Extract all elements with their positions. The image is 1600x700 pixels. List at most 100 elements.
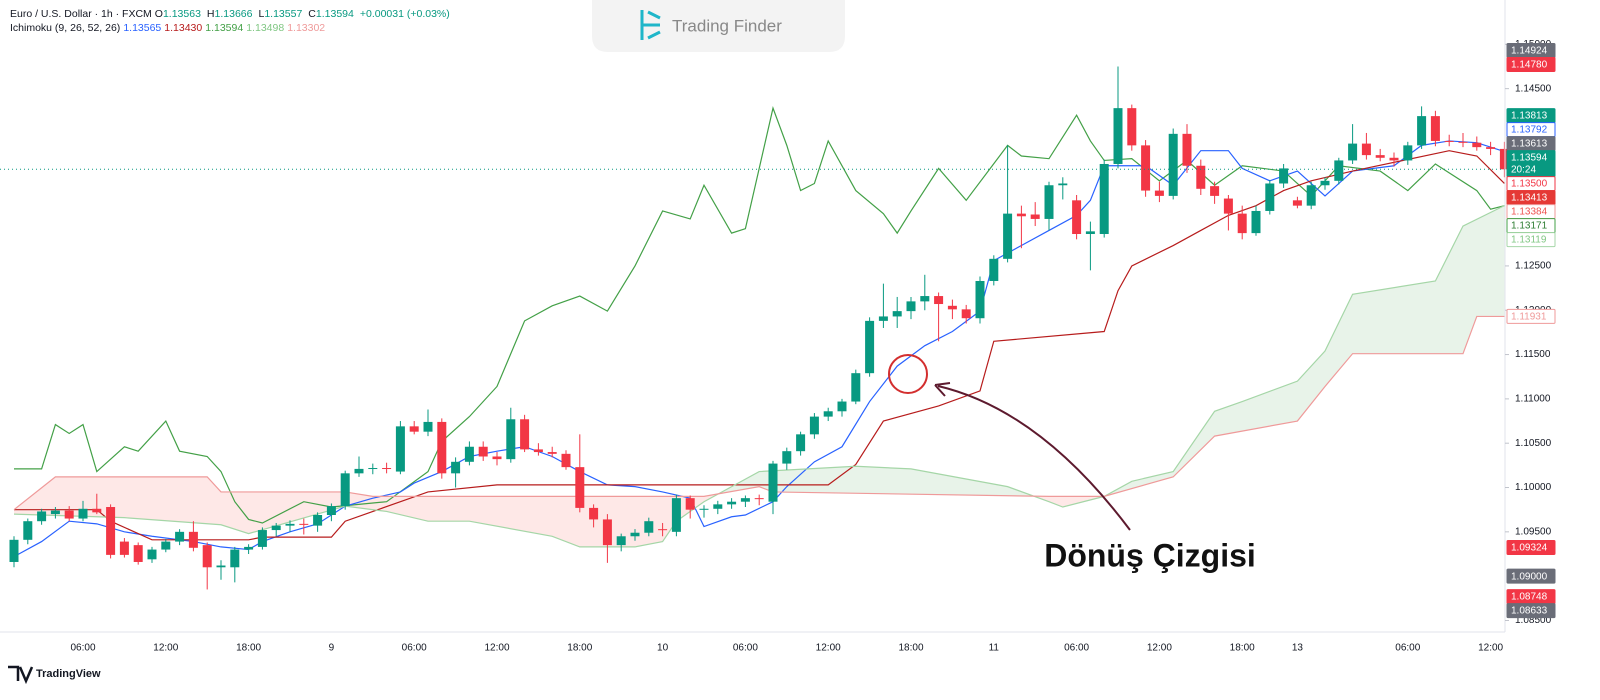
candle-body (768, 463, 778, 502)
candle-body (478, 446, 488, 457)
ohlc-key: L (258, 8, 265, 20)
candle-body (506, 419, 516, 460)
candle-body (1306, 185, 1316, 206)
watermark-text: Trading Finder (672, 16, 782, 35)
logo-mark (640, 10, 661, 40)
x-tick-label: 18:00 (567, 643, 592, 654)
candle-body (244, 546, 254, 550)
price-tag-label: 1.08748 (1511, 592, 1548, 603)
candle-body (147, 549, 157, 560)
candle-body (188, 531, 198, 548)
watermark-logo (640, 10, 661, 40)
price-tag-label: 1.13792 (1511, 125, 1548, 136)
candle-body (106, 507, 116, 555)
candle-body (161, 541, 171, 550)
candle-body (575, 467, 585, 508)
candle-body (644, 521, 654, 533)
ohlc-value: 1.13563 (162, 8, 201, 20)
candle-body (382, 468, 392, 470)
candle-body (1251, 210, 1261, 234)
x-tick-label: 9 (329, 643, 335, 654)
candle-body (616, 536, 626, 546)
ohlc-key: O (154, 8, 163, 20)
candle-body (202, 545, 212, 568)
x-tick-label: 06:00 (402, 643, 427, 654)
footer-logo (8, 665, 34, 685)
candle-body (878, 316, 888, 321)
price-tag (1506, 603, 1556, 619)
candle-body (368, 468, 378, 470)
candle-body (313, 514, 323, 526)
price-tag-label: 1.13500 (1511, 179, 1548, 190)
candle-body (934, 296, 944, 305)
x-tick-label: 06:00 (1064, 643, 1089, 654)
price-tag-label: 1.13813 (1511, 111, 1548, 122)
candle-body (1458, 141, 1468, 143)
candle-body (326, 506, 336, 515)
candle-body (602, 519, 612, 546)
indicator-name: Ichimoku (9, 26, 52, 26) (10, 22, 121, 34)
candle-body (1210, 186, 1220, 196)
candle-body (1279, 168, 1289, 184)
candle-body (1030, 214, 1040, 219)
symbol: Euro / U.S. Dollar · 1h · FXCM (10, 8, 152, 20)
price-tag-layer: 1.14924 1.14780 1.13813 1.13792 1.13613 1.135… (1506, 42, 1556, 619)
x-tick-label: 10 (657, 643, 669, 654)
symbol-line: Euro / U.S. Dollar · 1h · FXCM O1.13563 H1… (10, 7, 453, 21)
price-tag-countdown: 20:24 (1511, 165, 1536, 176)
x-tick-label: 12:00 (484, 643, 509, 654)
highlight-circle (888, 354, 928, 394)
candle-body (685, 498, 695, 510)
x-tick-label: 18:00 (898, 643, 923, 654)
candle-body (271, 525, 281, 531)
candle-body (727, 501, 737, 505)
candle-body (1182, 133, 1192, 166)
x-tick-label: 18:00 (1230, 643, 1255, 654)
candle-body (437, 421, 447, 474)
candle-body (589, 507, 599, 520)
candle-body (533, 449, 543, 453)
candle-body (1292, 200, 1302, 206)
y-tick-label: 1.12500 (1515, 261, 1552, 272)
ohlc-item: O1.13563 (155, 8, 204, 20)
candle-body (947, 305, 957, 310)
price-tag-label: 1.13171 (1511, 221, 1548, 232)
candle-body (1320, 180, 1330, 186)
candle-layer (0, 66, 1509, 590)
indicator-line (14, 106, 1505, 524)
indicator-value: 1.13302 (287, 22, 326, 34)
x-tick-label: 12:00 (1147, 643, 1172, 654)
candle-body (230, 549, 240, 568)
x-tick-label: 12:00 (1478, 643, 1503, 654)
candle-body (920, 296, 930, 302)
candle-body (961, 309, 971, 319)
price-tag-label: 1.09324 (1511, 543, 1548, 554)
ohlc-value: 1.13557 (264, 8, 303, 20)
candle-body (671, 498, 681, 532)
y-tick-label: 1.09500 (1515, 526, 1552, 537)
candle-body (1072, 200, 1082, 235)
candle-body (1099, 163, 1109, 235)
candle-body (906, 301, 916, 312)
candle-body (1127, 108, 1137, 146)
ohlc-item: C1.13594 (308, 8, 357, 20)
candle-body (561, 453, 571, 468)
candle-body (78, 508, 88, 519)
indicator-value: 1.13430 (164, 22, 203, 34)
candle-body (299, 523, 309, 525)
legend-header: Euro / U.S. Dollar · 1h · FXCM O1.13563 H1… (10, 7, 453, 35)
watermark-bg (592, 0, 845, 52)
x-tick-label: 06:00 (733, 643, 758, 654)
x-tick-label: 12:00 (153, 643, 178, 654)
price-tag-label: 1.13413 (1511, 193, 1548, 204)
candle-body (1472, 142, 1482, 148)
candle-body (851, 373, 861, 402)
price-tag-label: 1.08633 (1511, 606, 1548, 617)
indicator-value: 1.13565 (123, 22, 162, 34)
candle-body (423, 421, 433, 432)
candle-body (1044, 185, 1054, 219)
candle-body (547, 452, 557, 454)
price-tag-label: 1.14780 (1511, 60, 1548, 71)
candle-body (1141, 145, 1151, 191)
ohlc-value: 1.13666 (214, 8, 253, 20)
